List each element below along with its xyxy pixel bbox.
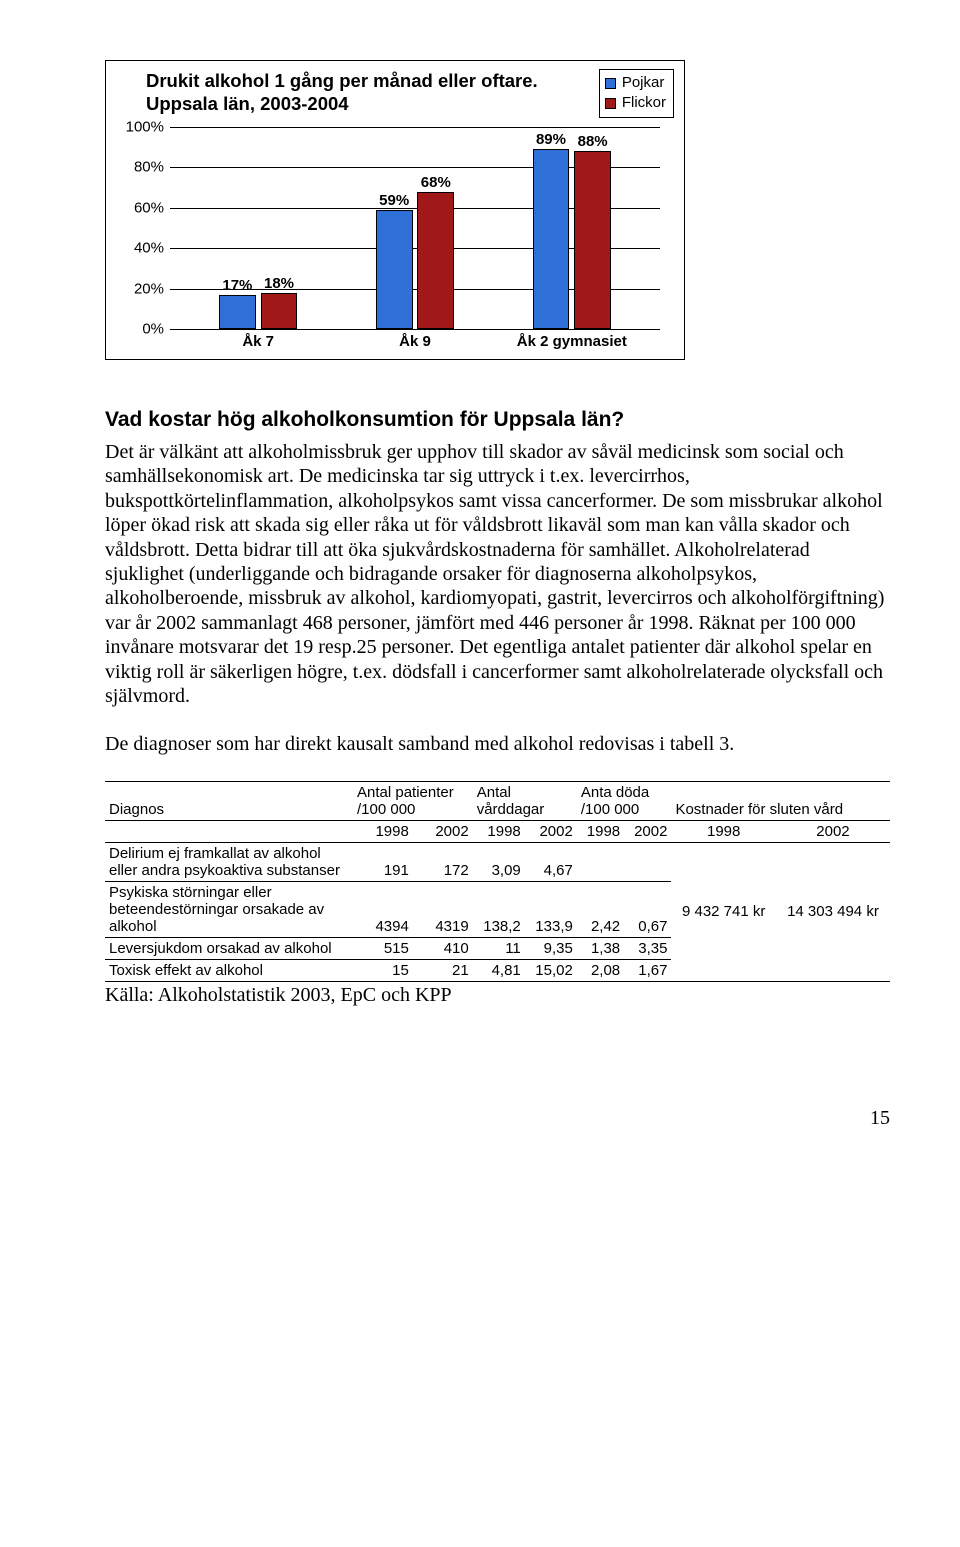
cell: 1,67 bbox=[624, 959, 671, 981]
row-label: Toxisk effekt av alkohol bbox=[105, 959, 353, 981]
col-diagnos: Diagnos bbox=[105, 781, 353, 820]
cell: 9,35 bbox=[525, 937, 577, 959]
cell: 15 bbox=[353, 959, 413, 981]
year: 1998 bbox=[671, 820, 775, 842]
bar: 68% bbox=[417, 192, 454, 329]
year: 1998 bbox=[577, 820, 624, 842]
legend-item: Pojkar bbox=[605, 73, 666, 93]
y-tick-label: 80% bbox=[134, 159, 170, 176]
cell: 2,08 bbox=[577, 959, 624, 981]
cell: 4319 bbox=[413, 881, 473, 937]
cell: 515 bbox=[353, 937, 413, 959]
year: 2002 bbox=[624, 820, 671, 842]
cell: 172 bbox=[413, 842, 473, 881]
section-heading: Vad kostar hög alkoholkonsumtion för Upp… bbox=[105, 408, 890, 432]
year: 2002 bbox=[525, 820, 577, 842]
cell: 15,02 bbox=[525, 959, 577, 981]
bar-value-label: 89% bbox=[536, 131, 566, 150]
bar: 59% bbox=[376, 210, 413, 329]
bar-value-label: 88% bbox=[578, 133, 608, 152]
col-kostnader: Kostnader för sluten vård bbox=[671, 781, 890, 820]
page-number: 15 bbox=[105, 1107, 890, 1130]
bar-value-label: 59% bbox=[379, 192, 409, 211]
cell bbox=[624, 842, 671, 881]
cell: 1,38 bbox=[577, 937, 624, 959]
x-tick-label: Åk 7 bbox=[242, 329, 274, 350]
cell: 410 bbox=[413, 937, 473, 959]
chart-plot-area: 0%20%40%60%80%100%17%18%Åk 759%68%Åk 989… bbox=[170, 127, 660, 329]
legend-swatch-pojkar bbox=[605, 78, 616, 89]
bar: 88% bbox=[574, 151, 611, 329]
row-label: Delirium ej framkallat av alkohol eller … bbox=[105, 842, 353, 881]
cost-1998: 9 432 741 kr bbox=[671, 842, 775, 981]
cell: 21 bbox=[413, 959, 473, 981]
col-doda: Anta döda /100 000 bbox=[577, 781, 672, 820]
body-paragraph: De diagnoser som har direkt kausalt samb… bbox=[105, 732, 890, 756]
row-label: Psykiska störningar eller beteendestörni… bbox=[105, 881, 353, 937]
bar-value-label: 17% bbox=[222, 277, 252, 296]
year: 1998 bbox=[473, 820, 525, 842]
cell: 3,09 bbox=[473, 842, 525, 881]
bar-value-label: 18% bbox=[264, 275, 294, 294]
cell: 2,42 bbox=[577, 881, 624, 937]
cell: 4394 bbox=[353, 881, 413, 937]
x-tick-label: Åk 9 bbox=[399, 329, 431, 350]
bar: 18% bbox=[261, 293, 298, 329]
row-label: Leversjukdom orsakad av alkohol bbox=[105, 937, 353, 959]
cell: 4,67 bbox=[525, 842, 577, 881]
y-tick-label: 100% bbox=[126, 119, 170, 136]
cost-2002: 14 303 494 kr bbox=[776, 842, 890, 981]
table-source: Källa: Alkoholstatistik 2003, EpC och KP… bbox=[105, 984, 890, 1007]
body-paragraph: Det är välkänt att alkoholmissbruk ger u… bbox=[105, 440, 890, 708]
cell: 191 bbox=[353, 842, 413, 881]
y-tick-label: 40% bbox=[134, 240, 170, 257]
y-tick-label: 20% bbox=[134, 280, 170, 297]
cell: 11 bbox=[473, 937, 525, 959]
legend-item: Flickor bbox=[605, 93, 666, 113]
col-patienter: Antal patienter /100 000 bbox=[353, 781, 473, 820]
diagnosis-table: Diagnos Antal patienter /100 000 Antal v… bbox=[105, 781, 890, 982]
y-tick-label: 0% bbox=[142, 321, 170, 338]
gridline bbox=[170, 127, 660, 128]
year: 2002 bbox=[413, 820, 473, 842]
cell: 138,2 bbox=[473, 881, 525, 937]
chart-title: Drukit alkohol 1 gång per månad eller of… bbox=[146, 69, 674, 115]
cell: 133,9 bbox=[525, 881, 577, 937]
year: 2002 bbox=[776, 820, 890, 842]
bar: 89% bbox=[533, 149, 570, 329]
cell: 4,81 bbox=[473, 959, 525, 981]
year: 1998 bbox=[353, 820, 413, 842]
legend-label: Pojkar bbox=[622, 73, 665, 93]
bar-value-label: 68% bbox=[421, 174, 451, 193]
cell: 0,67 bbox=[624, 881, 671, 937]
y-tick-label: 60% bbox=[134, 199, 170, 216]
col-varddagar: Antal vårddagar bbox=[473, 781, 577, 820]
legend-label: Flickor bbox=[622, 93, 666, 113]
x-tick-label: Åk 2 gymnasiet bbox=[517, 329, 627, 350]
cell: 3,35 bbox=[624, 937, 671, 959]
chart-legend: Pojkar Flickor bbox=[599, 69, 674, 118]
cell bbox=[577, 842, 624, 881]
alcohol-chart: Drukit alkohol 1 gång per månad eller of… bbox=[105, 60, 685, 360]
bar: 17% bbox=[219, 295, 256, 329]
legend-swatch-flickor bbox=[605, 98, 616, 109]
